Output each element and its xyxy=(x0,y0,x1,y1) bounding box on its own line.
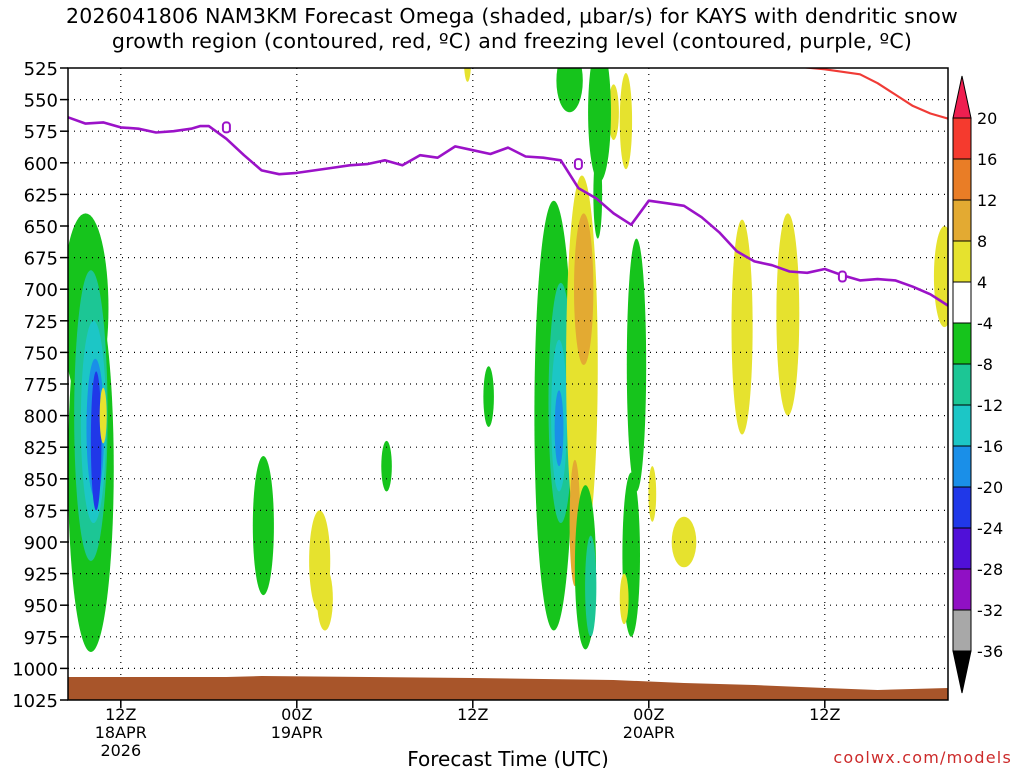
colorbar-band-3 xyxy=(952,199,972,242)
colorbar-band-4 xyxy=(952,240,972,283)
omega-cell-5 xyxy=(90,371,102,511)
colorbar-label-0: 20 xyxy=(977,109,997,128)
y-tick-label-900: 900 xyxy=(24,533,58,554)
y-tick-label-825: 825 xyxy=(24,438,58,459)
colorbar: 20 16 12 8 4 -4 -8 -12 -16 -20 -24 -28 -32 -36 xyxy=(952,75,1003,694)
colorbar-top-arrow xyxy=(952,75,972,119)
colorbar-label-1: 16 xyxy=(977,150,997,169)
colorbar-label-3: 8 xyxy=(977,232,987,251)
omega-cell-33 xyxy=(776,213,800,416)
y-tick-label-700: 700 xyxy=(24,280,58,301)
omega-cell-11 xyxy=(483,366,494,427)
omega-cell-34 xyxy=(933,226,948,328)
x-axis-label: Forecast Time (UTC) xyxy=(407,747,609,768)
y-tick-label-1000: 1000 xyxy=(12,659,58,680)
title-line-1: 2026041806 NAM3KM Forecast Omega (shaded… xyxy=(66,4,958,28)
axes: 525 550 575 600 625 650 675 700 725 750 775 800 825 8… xyxy=(12,59,949,760)
y-tick-label-675: 675 xyxy=(24,249,58,270)
colorbar-label-11: -28 xyxy=(977,560,1003,579)
omega-cell-31 xyxy=(671,516,697,568)
omega-cell-26 xyxy=(585,535,597,637)
colorbar-label-8: -16 xyxy=(977,437,1003,456)
omega-cell-32 xyxy=(731,219,753,435)
x-tick-label-26-0: 12Z xyxy=(457,705,488,724)
freezing-level-label-0 xyxy=(221,121,231,134)
y-tick-label-975: 975 xyxy=(24,628,58,649)
colorbar-band-7 xyxy=(952,363,972,406)
y-tick-label-950: 950 xyxy=(24,596,58,617)
y-tick-label-800: 800 xyxy=(24,407,58,428)
omega-cell-15 xyxy=(619,73,633,170)
colorbar-bottom-arrow xyxy=(952,650,972,694)
contour-lines xyxy=(68,68,948,307)
omega-cell-22 xyxy=(574,213,594,366)
omega-cell-30 xyxy=(648,466,657,522)
x-tick-label-6-2: 2026 xyxy=(100,741,141,760)
omega-cell-6 xyxy=(99,387,107,444)
omega-cell-10 xyxy=(317,567,333,631)
dgz-contour-line xyxy=(799,68,948,120)
omega-cell-16 xyxy=(588,68,611,182)
y-tick-label-725: 725 xyxy=(24,312,58,333)
colorbar-band-12 xyxy=(952,568,972,611)
colorbar-label-5: -4 xyxy=(977,314,993,333)
freezing-level-line xyxy=(68,116,948,307)
omega-cell-12 xyxy=(464,68,471,82)
colorbar-band-8 xyxy=(952,404,972,447)
colorbar-band-5 xyxy=(952,281,972,324)
y-tick-label-925: 925 xyxy=(24,565,58,586)
colorbar-label-6: -8 xyxy=(977,355,993,374)
ground-terrain xyxy=(68,676,948,700)
x-tick-label-6-0: 12Z xyxy=(105,705,136,724)
omega-shading xyxy=(68,68,948,652)
colorbar-label-10: -24 xyxy=(977,519,1003,538)
colorbar-band-13 xyxy=(952,609,972,652)
omega-cell-24 xyxy=(593,150,603,239)
omega-cell-7 xyxy=(252,456,274,596)
y-tick-label-1025: 1025 xyxy=(12,691,58,712)
title-line-2: growth region (contoured, red, ºC) and f… xyxy=(111,29,913,53)
colorbar-label-2: 12 xyxy=(977,191,997,210)
x-tick-label-36-0: 00Z xyxy=(633,705,664,724)
colorbar-band-6 xyxy=(952,322,972,365)
omega-cell-27 xyxy=(626,238,647,492)
colorbar-band-9 xyxy=(952,445,972,488)
x-tick-label-36-1: 20APR xyxy=(623,723,675,742)
colorbar-label-7: -12 xyxy=(977,396,1003,415)
x-tick-label-16-0: 00Z xyxy=(281,705,312,724)
x-tick-label-46-0: 12Z xyxy=(809,705,840,724)
grid-lines xyxy=(68,68,948,700)
colorbar-band-10 xyxy=(952,486,972,529)
y-tick-label-875: 875 xyxy=(24,501,58,522)
colorbar-label-12: -32 xyxy=(977,601,1003,620)
y-tick-label-650: 650 xyxy=(24,217,58,238)
x-tick-label-6-1: 18APR xyxy=(95,723,147,742)
colorbar-label-9: -20 xyxy=(977,478,1003,497)
omega-cell-29 xyxy=(619,573,629,625)
y-tick-label-850: 850 xyxy=(24,470,58,491)
colorbar-label-13: -36 xyxy=(977,642,1003,661)
freezing-level-label-2 xyxy=(837,270,847,283)
y-tick-label-525: 525 xyxy=(24,59,58,80)
omega-cell-20 xyxy=(554,390,564,467)
colorbar-label-4: 4 xyxy=(977,273,987,292)
omega-cell-14 xyxy=(608,84,619,141)
chart-title: 2026041806 NAM3KM Forecast Omega (shaded… xyxy=(0,4,1024,54)
y-tick-label-550: 550 xyxy=(24,91,58,112)
y-tick-label-775: 775 xyxy=(24,375,58,396)
y-tick-label-575: 575 xyxy=(24,122,58,143)
omega-cell-13 xyxy=(556,68,583,113)
x-tick-label-16-1: 19APR xyxy=(271,723,323,742)
colorbar-band-2 xyxy=(952,158,972,201)
omega-cell-8 xyxy=(381,440,392,492)
credit-link[interactable]: coolwx.com/models xyxy=(833,748,1012,767)
terrain-fill xyxy=(68,676,948,700)
y-tick-label-600: 600 xyxy=(24,154,58,175)
y-tick-label-625: 625 xyxy=(24,185,58,206)
freezing-level-label-1 xyxy=(573,158,583,171)
y-tick-label-750: 750 xyxy=(24,343,58,364)
colorbar-band-11 xyxy=(952,527,972,570)
colorbar-band-1 xyxy=(952,117,972,160)
